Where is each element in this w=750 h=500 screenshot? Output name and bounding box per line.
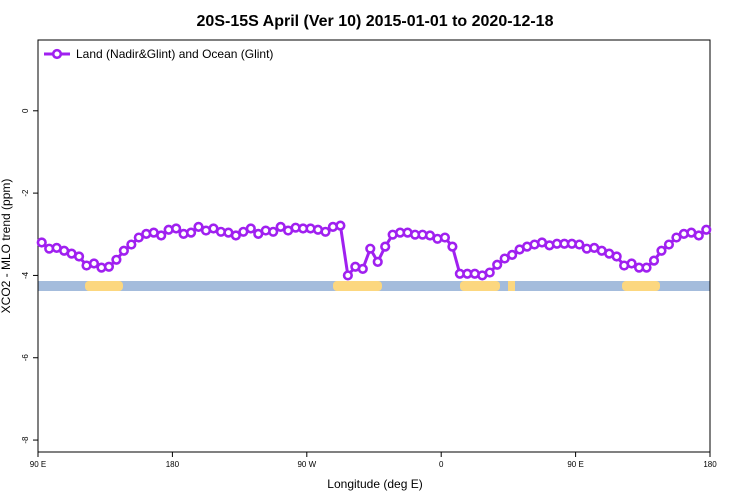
data-point <box>268 226 279 237</box>
data-point <box>611 251 622 262</box>
data-point <box>73 251 85 262</box>
data-point <box>133 232 144 243</box>
y-tick-label: -2 <box>21 189 30 197</box>
x-tick-label: 180 <box>166 460 180 469</box>
y-tick-label: -6 <box>21 354 30 362</box>
data-point <box>656 245 667 256</box>
x-tick-label: 0 <box>439 460 444 469</box>
data-point <box>499 253 510 264</box>
data-point <box>230 230 241 241</box>
data-point <box>245 223 256 234</box>
y-tick-label: 0 <box>21 108 30 113</box>
data-point <box>193 221 204 232</box>
land-patch <box>333 281 382 291</box>
x-tick-label: 180 <box>703 460 717 469</box>
plot-frame <box>37 39 711 453</box>
data-point <box>275 221 286 232</box>
data-point <box>663 239 675 250</box>
data-point <box>641 262 652 273</box>
data-point <box>335 220 346 231</box>
land-ocean-strip <box>38 281 710 291</box>
land-patch <box>622 281 660 291</box>
data-point <box>126 239 137 250</box>
data-point <box>484 267 495 278</box>
data-point <box>380 241 391 252</box>
data-point <box>507 249 518 260</box>
data-point <box>185 227 197 238</box>
data-point <box>372 256 383 267</box>
land-patch <box>460 281 500 291</box>
x-tick-label: 90 E <box>30 460 46 469</box>
data-point <box>439 232 451 243</box>
data-point <box>357 263 368 274</box>
chart-title: 20S-15S April (Ver 10) 2015-01-01 to 202… <box>197 13 554 30</box>
legend-label: Land (Nadir&Glint) and Ocean (Glint) <box>76 47 273 61</box>
data-point <box>342 270 353 281</box>
land-patch <box>508 281 515 291</box>
data-point <box>671 232 682 243</box>
data-point <box>492 259 503 270</box>
data-point <box>88 258 100 269</box>
data-point <box>701 224 712 235</box>
data-point <box>156 230 167 241</box>
data-point <box>320 226 331 237</box>
y-tick-label: -8 <box>21 436 30 444</box>
x-tick-label: 90 E <box>567 460 583 469</box>
legend-marker <box>51 48 63 60</box>
land-patch <box>85 281 123 291</box>
data-point <box>171 223 182 234</box>
data-point <box>693 230 704 241</box>
y-tick-label: -4 <box>21 271 30 279</box>
data-point <box>111 254 122 265</box>
data-point <box>36 237 47 248</box>
data-point <box>648 255 660 266</box>
x-axis-label: Longitude (deg E) <box>327 477 422 491</box>
data-point <box>103 261 115 272</box>
data-point <box>626 258 637 269</box>
x-tick-label: 90 W <box>297 460 316 469</box>
data-point <box>574 239 585 250</box>
data-point <box>118 245 129 256</box>
data-point <box>447 241 458 252</box>
data-point <box>365 243 376 254</box>
y-axis-label: XCO2 - MLO trend (ppm) <box>0 179 13 314</box>
